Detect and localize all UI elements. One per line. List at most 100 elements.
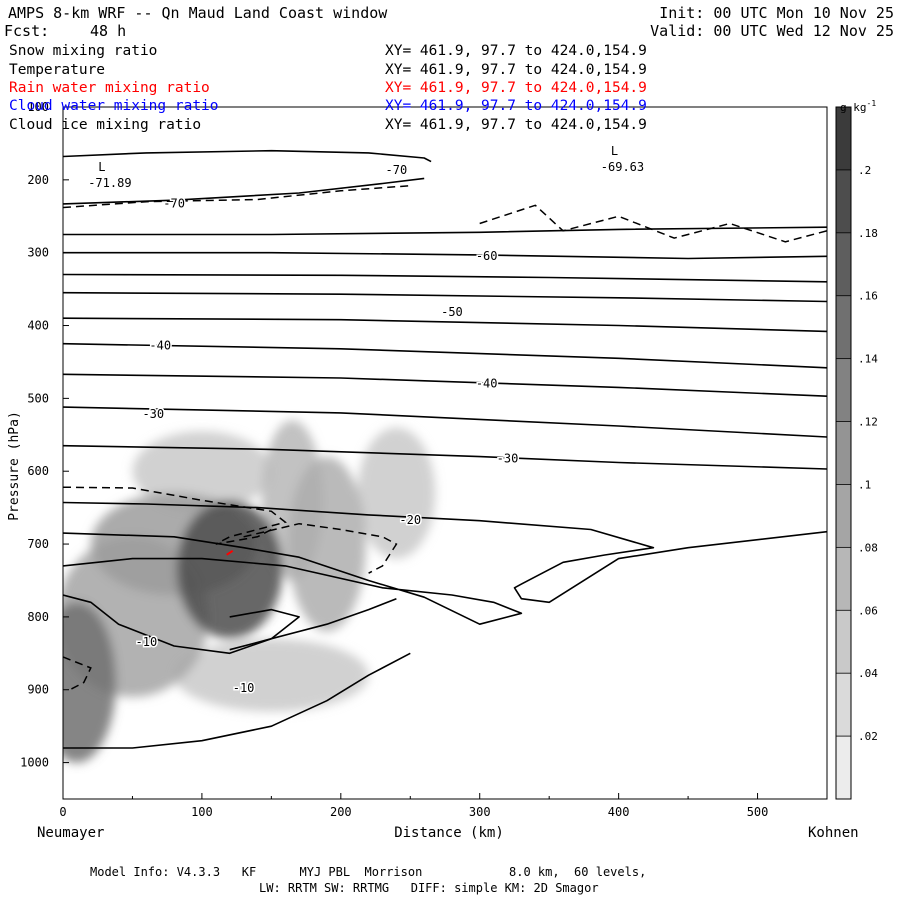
field-xy-cloud-water: XY= 461.9, 97.7 to 424.0,154.9 xyxy=(385,98,647,114)
forecast-hour: 48 h xyxy=(90,22,127,40)
y-tick-label: 100 xyxy=(27,100,49,114)
field-xy-cloud-ice: XY= 461.9, 97.7 to 424.0,154.9 xyxy=(385,117,647,133)
colorbar-tick-label: .12 xyxy=(858,416,878,429)
isotherm-line xyxy=(63,373,827,397)
colorbar-cell xyxy=(836,107,851,170)
isotherm-line xyxy=(63,406,827,438)
snow-blob-group xyxy=(63,420,436,763)
model-info-line2: LW: RRTM SW: RRTMG DIFF: simple KM: 2D S… xyxy=(259,881,599,895)
isotherm-line xyxy=(63,273,827,283)
rain-contour xyxy=(226,549,234,556)
temperature-contours xyxy=(63,149,827,749)
colorbar-cell xyxy=(836,232,851,296)
colorbar-tick-label: .16 xyxy=(858,290,878,303)
extremum-letter: L xyxy=(98,160,105,174)
y-tick-label: 700 xyxy=(27,537,49,551)
cloud-ice-dashed-line xyxy=(63,184,411,209)
extremum-value: -69.63 xyxy=(601,160,644,174)
colorbar-tick-label: .18 xyxy=(858,227,878,240)
cloud-ice-dashed-line xyxy=(63,486,287,545)
y-tick-label: 600 xyxy=(27,464,49,478)
colorbar-cell xyxy=(836,547,851,611)
chart-title: AMPS 8-km WRF -- Qn Maud Land Coast wind… xyxy=(8,4,388,22)
x-axis: 0 100 200 300 400 500 xyxy=(59,793,768,819)
y-tick-label: 500 xyxy=(27,391,49,405)
x-left-station-label: Neumayer xyxy=(37,825,104,841)
y-tick-label: 300 xyxy=(27,246,49,260)
colorbar-tick-label: .1 xyxy=(858,478,871,491)
isotherm-line xyxy=(63,149,432,163)
y-axis: 100 200 300 400 500 600 700 800 900 1000 xyxy=(20,100,69,770)
y-tick-label: 400 xyxy=(27,319,49,333)
isotherm-line xyxy=(63,226,827,236)
isotherm-line xyxy=(63,177,425,205)
isotherm-line xyxy=(63,594,397,655)
x-axis-title: Distance (km) xyxy=(394,825,504,841)
colorbar-unit: g kg-1 xyxy=(840,99,876,114)
contour-label: -30 xyxy=(497,451,519,465)
snow-mixing-ratio-shading xyxy=(63,420,436,763)
x-tick-label: 100 xyxy=(191,805,213,819)
colorbar-tick-label: .02 xyxy=(858,730,878,743)
colorbar-tick-label: .04 xyxy=(858,667,878,680)
colorbar-cell xyxy=(836,295,851,359)
field-name-temperature: Temperature xyxy=(9,62,106,78)
isotherm-line xyxy=(63,652,411,749)
colorbar-frame xyxy=(835,106,852,800)
colorbar-cell xyxy=(836,358,851,422)
isotherm-line xyxy=(63,291,827,303)
contour-label: -20 xyxy=(399,513,421,527)
cloud-ice-dashed-line xyxy=(243,522,398,574)
rain-water-contours xyxy=(226,549,234,556)
colorbar-tick-label: .08 xyxy=(858,541,878,554)
forecast-label: Fcst: xyxy=(4,22,50,40)
field-name-snow: Snow mixing ratio xyxy=(9,43,158,59)
snow-blob xyxy=(288,456,366,632)
extremum-value: -71.89 xyxy=(88,176,131,190)
colorbar-cell xyxy=(836,610,851,674)
y-axis-title: Pressure (hPa) xyxy=(7,411,22,521)
colorbar-tick-label: .2 xyxy=(858,164,871,177)
field-name-rain: Rain water mixing ratio xyxy=(9,80,210,96)
extremum-letter: L xyxy=(611,144,618,158)
colorbar-tick-label: .06 xyxy=(858,604,878,617)
colorbar-cell xyxy=(836,736,851,799)
contour-label: -10 xyxy=(233,681,255,695)
isotherm-line xyxy=(63,444,827,470)
x-right-station-label: Kohnen xyxy=(808,825,859,841)
y-tick-label: 1000 xyxy=(20,756,49,770)
contour-label: -70 xyxy=(386,163,408,177)
contour-label: -40 xyxy=(149,338,171,352)
colorbar-cell xyxy=(836,673,851,737)
cloud-ice-dashed-line xyxy=(63,656,92,691)
y-tick-label: 800 xyxy=(27,610,49,624)
contour-labels: -70 -70 -60 -50 -40 -40 -30 -30 -20 -10 -10 L -71.89… xyxy=(88,144,644,696)
field-xy-rain: XY= 461.9, 97.7 to 424.0,154.9 xyxy=(385,80,647,96)
isotherm-line xyxy=(63,317,827,333)
cloud-ice-contours xyxy=(63,184,827,691)
x-tick-label: 0 xyxy=(59,805,66,819)
colorbar-cell xyxy=(836,169,851,233)
snow-blob xyxy=(174,638,369,712)
field-name-cloud-water: Cloud water mixing ratio xyxy=(9,98,219,114)
cloud-ice-dashed-line xyxy=(479,204,827,243)
x-tick-label: 400 xyxy=(608,805,630,819)
isotherm-line xyxy=(63,532,523,625)
snow-blob xyxy=(63,602,116,763)
x-tick-label: 200 xyxy=(330,805,352,819)
field-name-cloud-ice: Cloud ice mixing ratio xyxy=(9,117,202,133)
snow-blob xyxy=(132,431,272,512)
field-xy-temperature: XY= 461.9, 97.7 to 424.0,154.9 xyxy=(385,62,647,78)
contour-label: -70 xyxy=(163,196,185,210)
contour-label: -30 xyxy=(142,407,164,421)
isotherm-line xyxy=(63,342,827,369)
plot-frame xyxy=(62,106,828,800)
model-info-line1: Model Info: V4.3.3 KF MYJ PBL Morrison 8… xyxy=(90,865,647,879)
isotherm-line xyxy=(63,501,827,604)
contour-label: -50 xyxy=(441,305,463,319)
contour-label: -60 xyxy=(476,249,498,263)
valid-time: Valid: 00 UTC Wed 12 Nov 25 xyxy=(650,22,894,40)
colorbar-cell xyxy=(836,421,851,485)
contour-label: -40 xyxy=(476,376,498,390)
